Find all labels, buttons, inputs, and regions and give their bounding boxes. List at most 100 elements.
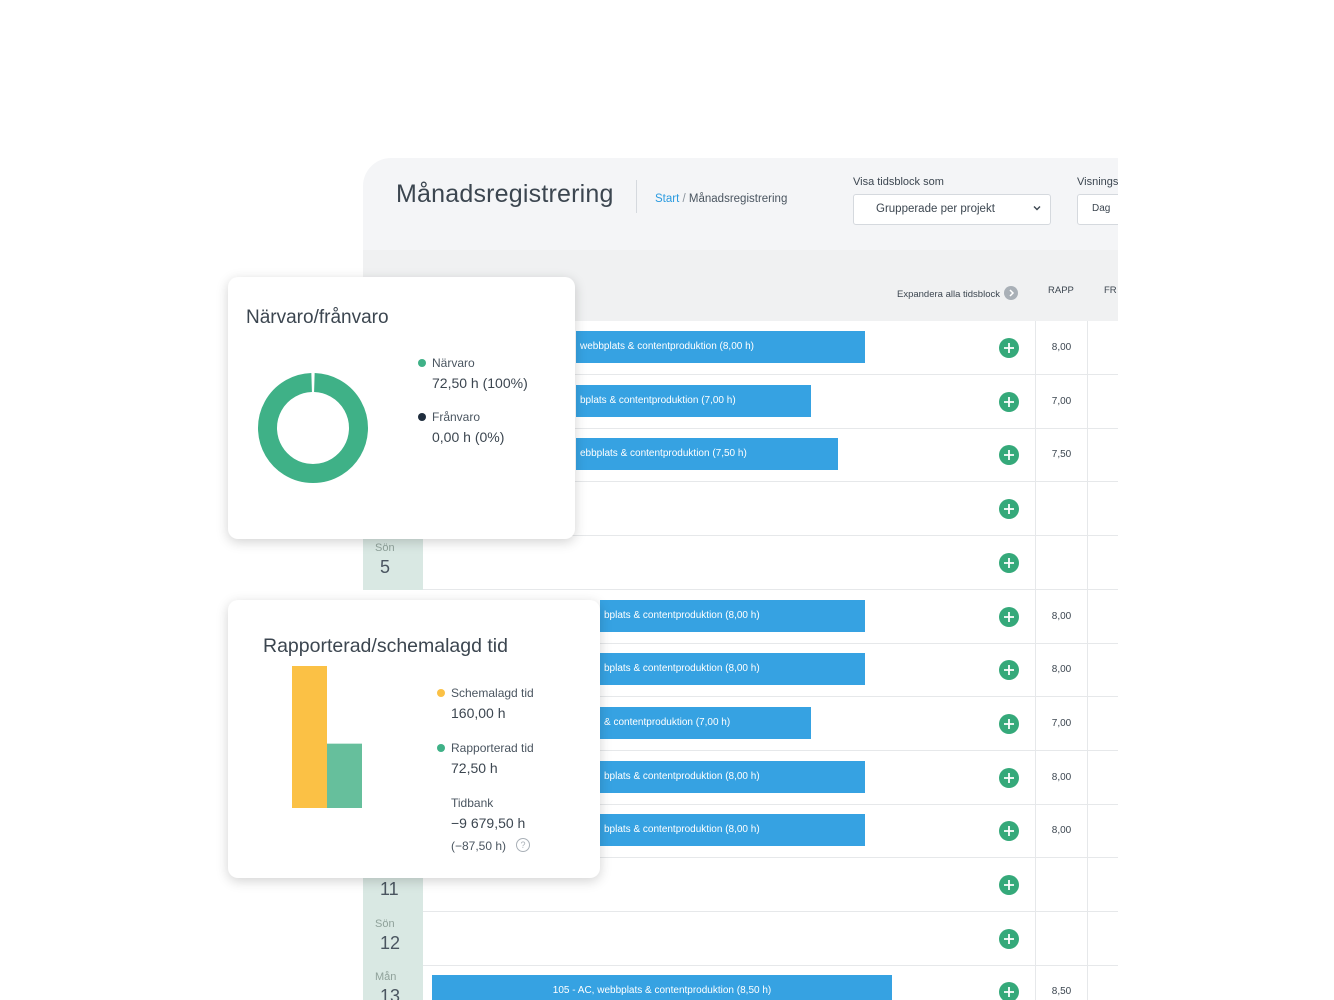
reported-hours-cell: 8,50: [1035, 965, 1088, 1000]
table-row: bplats & contentproduktion (8,00 h) 8,00: [363, 804, 1118, 859]
reported-hours-cell: 8,00: [1035, 643, 1088, 698]
plus-circle-icon[interactable]: [999, 875, 1019, 895]
plus-circle-icon[interactable]: [999, 445, 1019, 466]
bar-1: [327, 743, 362, 808]
page-header: Månadsregistrering Start / Månadsregistr…: [363, 158, 1118, 250]
table-row: bplats & contentproduktion (8,00 h) 8,00: [363, 643, 1118, 698]
display-mode-label: Visnings: [1077, 176, 1118, 188]
donut-slice-0: [258, 373, 368, 483]
breadcrumb-current: Månadsregistrering: [688, 193, 788, 205]
attendance-donut-chart: [258, 373, 368, 483]
attendance-title: Närvaro/frånvaro: [246, 307, 389, 328]
reported-time-bar-chart: [292, 666, 362, 808]
plus-circle-icon[interactable]: [999, 928, 1019, 949]
day-number: 11: [380, 879, 399, 899]
table-row: bplats & contentproduktion (8,00 h) 8,00: [363, 589, 1118, 644]
plus-circle-icon[interactable]: [999, 499, 1019, 520]
view-block-select-value: Grupperade per projekt: [876, 203, 995, 215]
day-number: 5: [380, 556, 391, 577]
column-header-rapp: RAPP: [1048, 285, 1074, 296]
expand-all-label: Expandera alla tidsblock: [897, 289, 1000, 300]
column-header-fr: FR: [1104, 285, 1117, 296]
day-cell: Sön 5: [363, 535, 423, 590]
time-block-bar[interactable]: bplats & contentproduktion (7,00 h): [576, 384, 811, 417]
time-block-bar[interactable]: webbplats & contentproduktion (8,00 h): [576, 331, 865, 363]
plus-circle-icon[interactable]: [999, 552, 1019, 573]
table-row: ebbplats & contentproduktion (7,50 h) 7,5…: [363, 428, 1118, 483]
breadcrumb-separator: /: [682, 193, 686, 205]
plus-circle-icon[interactable]: [999, 982, 1019, 1000]
absent-label: Frånvaro: [432, 410, 481, 424]
plus-circle-icon[interactable]: [999, 767, 1019, 788]
table-row: & contentproduktion (7,00 h) 7,00: [363, 696, 1118, 751]
reported-hours-cell: [1035, 482, 1088, 537]
plus-circle-icon[interactable]: [999, 391, 1019, 412]
reported-hours-cell: [1035, 911, 1088, 966]
day-cell: Mån 13: [363, 965, 423, 1000]
question-circle-icon[interactable]: ?: [516, 838, 530, 852]
plus-circle-icon[interactable]: [999, 660, 1019, 681]
present-value: 72,50 h (100%): [432, 375, 528, 391]
day-cell: Sön 12: [363, 911, 423, 966]
present-legend-dot: [418, 359, 426, 367]
breadcrumb-start-link[interactable]: Start: [655, 193, 680, 205]
scheduled-legend-dot: [437, 689, 445, 697]
view-block-label: Visa tidsblock som: [853, 176, 944, 188]
timebank-sub: (−87,50 h): [451, 839, 507, 853]
table-row: Mån 13 105 - AC, webbplats & contentproduk…: [363, 965, 1118, 1000]
timebank-label: Tidbank: [451, 796, 494, 810]
time-block-bar[interactable]: bplats & contentproduktion (8,00 h): [600, 653, 865, 686]
plus-circle-icon[interactable]: [999, 713, 1019, 734]
table-row: Sön 5: [363, 535, 1118, 590]
plus-circle-icon[interactable]: [999, 606, 1019, 627]
reported-hours-cell: 8,00: [1035, 589, 1088, 644]
table-row: [363, 482, 1118, 537]
plus-circle-icon[interactable]: [999, 821, 1019, 842]
reported-hours-cell: 7,50: [1035, 428, 1088, 483]
header-divider: [636, 180, 637, 213]
timebank-value: −9 679,50 h: [451, 815, 526, 831]
present-label: Närvaro: [432, 356, 475, 370]
table-row: bplats & contentproduktion (7,00 h) 7,00: [363, 374, 1118, 429]
reported-label: Rapporterad tid: [451, 741, 534, 755]
reported-hours-cell: [1035, 858, 1088, 912]
display-mode-select[interactable]: Dag: [1077, 194, 1118, 225]
day-rows: webbplats & contentproduktion (8,00 h) 8,…: [363, 321, 1118, 1000]
breadcrumb: Start / Månadsregistrering: [655, 193, 787, 205]
display-mode-select-value: Dag: [1092, 203, 1111, 214]
table-row: bplats & contentproduktion (8,00 h) 8,00: [363, 750, 1118, 805]
table-row: Sön 12: [363, 911, 1118, 966]
reported-time-title: Rapporterad/schemalagd tid: [263, 635, 508, 657]
reported-time-card: Rapporterad/schemalagd tid Schemalagd ti…: [228, 600, 600, 878]
chevron-down-icon: [1033, 206, 1041, 211]
day-name: Sön: [375, 917, 395, 930]
reported-hours-cell: [1035, 535, 1088, 590]
reported-hours-cell: 8,00: [1035, 321, 1088, 375]
reported-value: 72,50 h: [451, 760, 498, 776]
bar-0: [292, 666, 327, 808]
scheduled-label: Schemalagd tid: [451, 686, 534, 700]
day-number: 13: [380, 986, 401, 1000]
expand-all-button[interactable]: Expandera alla tidsblock: [897, 286, 1018, 300]
chevron-right-circle-icon: [1003, 286, 1018, 300]
reported-hours-cell: 8,00: [1035, 750, 1088, 805]
time-block-bar[interactable]: ebbplats & contentproduktion (7,50 h): [576, 438, 838, 471]
time-block-bar[interactable]: bplats & contentproduktion (8,00 h): [600, 814, 865, 847]
time-block-bar[interactable]: bplats & contentproduktion (8,00 h): [600, 599, 865, 632]
table-row: webbplats & contentproduktion (8,00 h) 8,…: [363, 321, 1118, 375]
time-block-bar[interactable]: 105 - AC, webbplats & contentproduktion …: [432, 975, 892, 1000]
absent-value: 0,00 h (0%): [432, 429, 505, 445]
view-block-select[interactable]: Grupperade per projekt: [853, 194, 1051, 225]
scheduled-value: 160,00 h: [451, 705, 506, 721]
plus-circle-icon[interactable]: [999, 338, 1019, 358]
day-number: 12: [380, 932, 401, 953]
reported-hours-cell: 8,00: [1035, 804, 1088, 859]
reported-hours-cell: 7,00: [1035, 696, 1088, 751]
absent-legend-dot: [418, 413, 426, 421]
time-block-bar[interactable]: bplats & contentproduktion (8,00 h): [600, 760, 865, 793]
time-block-bar[interactable]: & contentproduktion (7,00 h): [600, 706, 811, 739]
reported-legend-dot: [437, 744, 445, 752]
page-title: Månadsregistrering: [396, 180, 614, 208]
day-name: Mån: [375, 971, 397, 984]
